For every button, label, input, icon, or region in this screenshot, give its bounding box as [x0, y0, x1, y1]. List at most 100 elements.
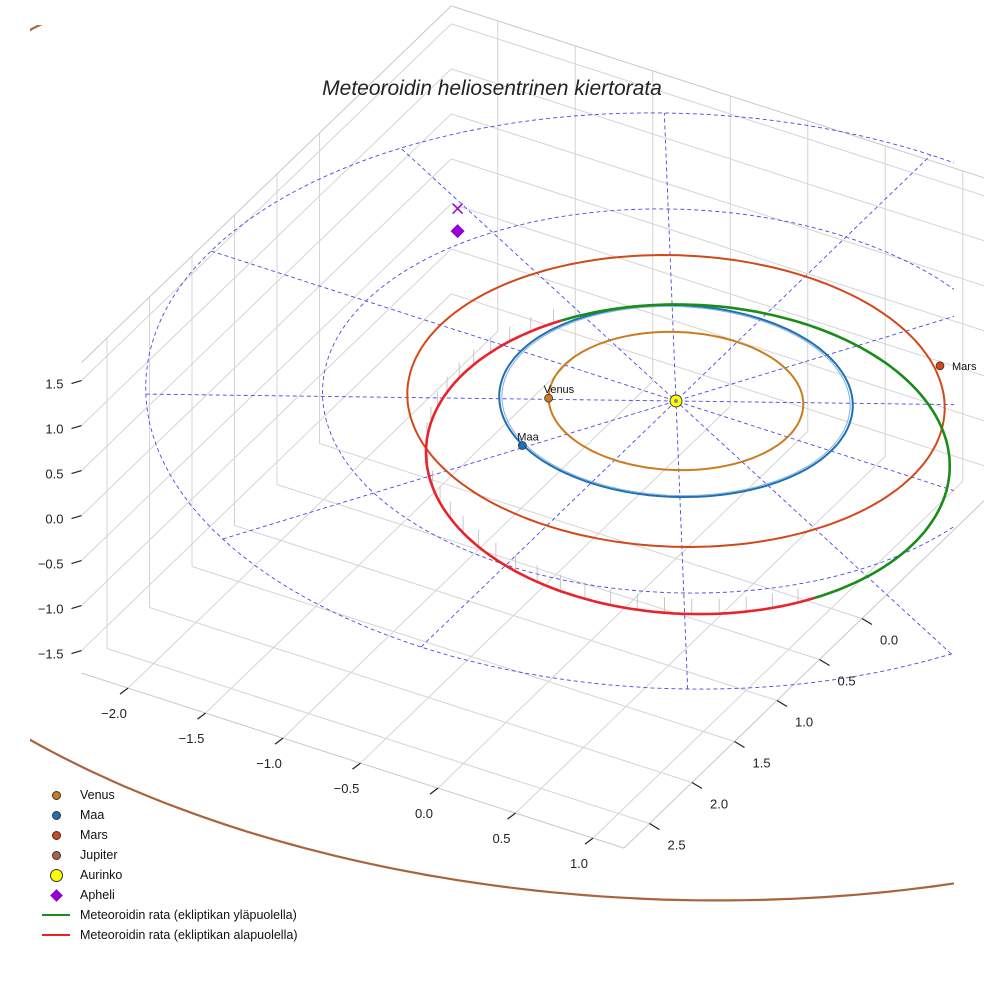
legend-item: Apheli [38, 885, 297, 905]
back-wall-gridline [451, 23, 984, 197]
y-tick-label: 0.5 [838, 674, 856, 689]
planet-label: Venus [544, 384, 575, 396]
planet-orbits [406, 253, 946, 549]
z-tick-label: 0.0 [45, 512, 63, 527]
legend-marker [38, 865, 74, 885]
legend-swatch [42, 934, 70, 936]
legend-swatch [51, 810, 61, 820]
legend-marker [38, 905, 74, 925]
z-tick-label: 1.0 [45, 422, 63, 437]
planet-label: Maa [517, 432, 539, 444]
floor-gridline [319, 443, 863, 619]
side-wall-gridline [81, 23, 452, 381]
legend-swatch [49, 868, 63, 882]
floor-gridline [149, 607, 693, 783]
y-tick-label: 1.0 [795, 715, 813, 730]
back-wall-gridline [451, 158, 984, 332]
box-edge [81, 5, 452, 363]
plot-points: Venus Maa Mars [450, 203, 977, 450]
legend-marker [38, 885, 74, 905]
side-wall-gridline [81, 203, 452, 561]
planet-label: Mars [952, 361, 977, 373]
earth-orbit [498, 304, 854, 498]
ecliptic-spoke [145, 393, 954, 406]
legend-marker [38, 825, 74, 845]
legend-label: Meteoroidin rata (ekliptikan alapuolella… [80, 928, 298, 942]
legend-item: Aurinko [38, 865, 297, 885]
y-tick [819, 658, 830, 667]
y-tick [649, 822, 660, 831]
legend-swatch [42, 914, 70, 916]
axis-ticks: 1.5 1.0 0.5 0.0 −0.5 −1.0 −1.5 −2.0 −1.5 −1.0 −0.5… [38, 377, 898, 871]
ecliptic-spoke [222, 315, 954, 540]
floor-gridline [106, 648, 650, 824]
z-tick-label: −1.5 [38, 647, 64, 662]
x-tick-label: −2.0 [101, 706, 127, 721]
y-tick [776, 699, 788, 708]
x-tick [584, 837, 594, 845]
box-edge [81, 672, 625, 849]
meteor-orbit-below-line [424, 319, 815, 616]
planet-point [544, 393, 553, 403]
z-tick-label: −1.0 [38, 602, 64, 617]
x-tick-label: −0.5 [334, 781, 360, 796]
legend: Venus Maa Mars Jupiter Aurinko Apheli Meteoroi… [38, 785, 297, 945]
legend-label: Aurinko [80, 868, 123, 882]
z-tick [71, 560, 82, 565]
back-wall-gridline [451, 203, 984, 377]
legend-swatch [51, 830, 61, 840]
axis-panes [81, 5, 984, 849]
earth-orbit-inner [501, 305, 851, 497]
y-tick [861, 617, 873, 626]
legend-item: Venus [38, 785, 297, 805]
z-tick-label: −0.5 [38, 557, 64, 572]
back-wall-gridline [451, 68, 984, 242]
legend-label: Meteoroidin rata (ekliptikan yläpuolella… [80, 908, 297, 922]
planet-point [517, 441, 527, 450]
z-tick [71, 605, 82, 610]
x-tick [274, 737, 284, 745]
legend-swatch [51, 790, 61, 800]
legend-swatch [51, 850, 61, 860]
aphelion-marker-x [452, 203, 464, 215]
z-tick [71, 650, 82, 655]
back-wall-gridline [451, 293, 984, 467]
jupiter-orbit-line [30, 25, 954, 902]
chart-title: Meteoroidin heliosentrinen kiertorata [322, 77, 662, 100]
floor-gridline [592, 481, 964, 839]
box-edge [451, 5, 984, 179]
meteor-orbit-above-line [561, 303, 657, 322]
z-tick [71, 515, 82, 520]
legend-marker [38, 785, 74, 805]
floor-gridline [191, 566, 735, 742]
floor-gridline [127, 331, 499, 689]
legend-item: Jupiter [38, 845, 297, 865]
ecliptic-grid [145, 112, 954, 690]
x-tick-label: 0.5 [492, 831, 510, 846]
x-tick [119, 687, 129, 695]
legend-item: Mars [38, 825, 297, 845]
x-tick [429, 787, 439, 795]
meteor-orbit [424, 303, 951, 616]
floor-gridline [276, 484, 820, 660]
side-wall-gridline [81, 293, 452, 651]
side-wall-gridline [81, 113, 452, 471]
legend-swatch [49, 888, 63, 902]
sun-core [674, 399, 678, 403]
x-tick-label: 0.0 [415, 806, 433, 821]
legend-label: Apheli [80, 888, 115, 902]
jupiter-orbit [30, 25, 954, 902]
y-tick-label: 2.5 [668, 838, 686, 853]
legend-label: Jupiter [80, 848, 118, 862]
legend-marker [38, 925, 74, 945]
meteor-orbit-above-line [656, 303, 951, 600]
legend-marker [38, 805, 74, 825]
legend-item: Meteoroidin rata (ekliptikan alapuolella… [38, 925, 297, 945]
y-tick [691, 781, 703, 790]
y-tick [734, 740, 745, 749]
x-tick [507, 812, 516, 820]
side-wall-gridline [81, 68, 452, 426]
floor-gridline [282, 381, 654, 739]
z-tick [71, 470, 82, 475]
